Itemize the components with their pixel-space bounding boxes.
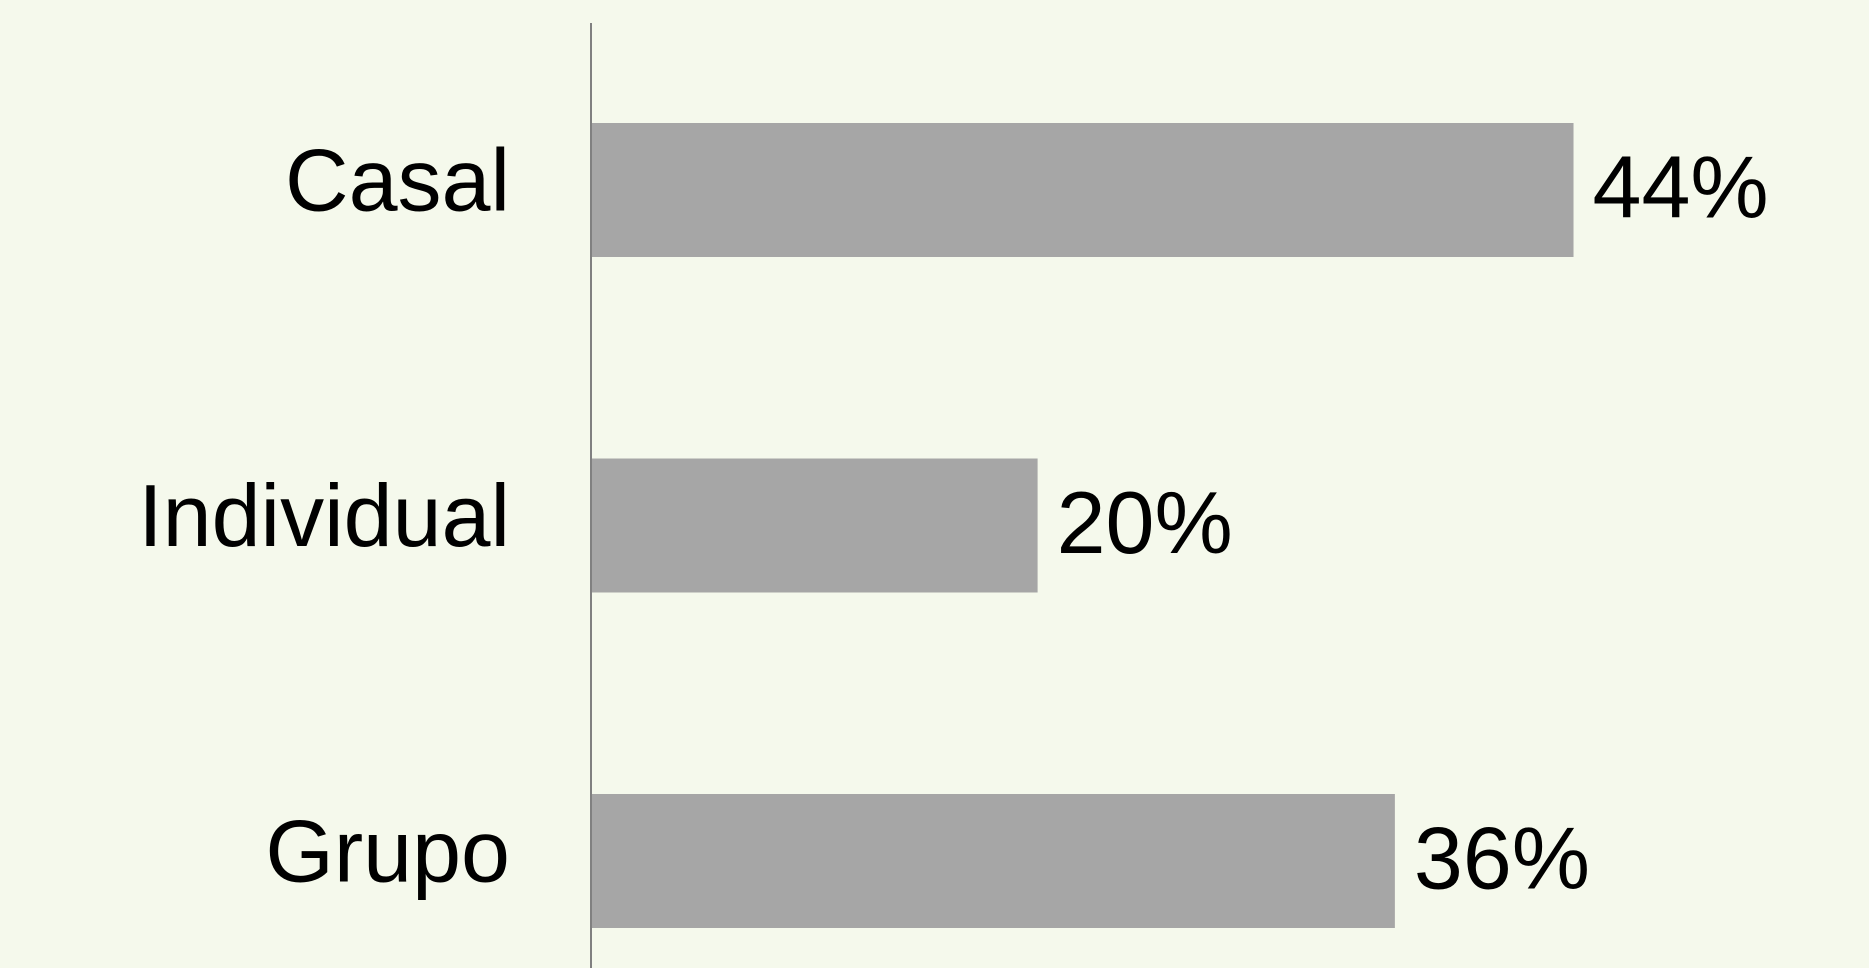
- bar: [591, 123, 1574, 257]
- bar: [591, 458, 1038, 593]
- bar: [591, 794, 1395, 928]
- value-label: 44%: [1593, 137, 1769, 236]
- category-label: Individual: [138, 466, 510, 565]
- value-label: 20%: [1057, 473, 1233, 572]
- category-label: Casal: [285, 130, 510, 229]
- value-label: 36%: [1414, 808, 1590, 907]
- category-label: Grupo: [265, 801, 510, 900]
